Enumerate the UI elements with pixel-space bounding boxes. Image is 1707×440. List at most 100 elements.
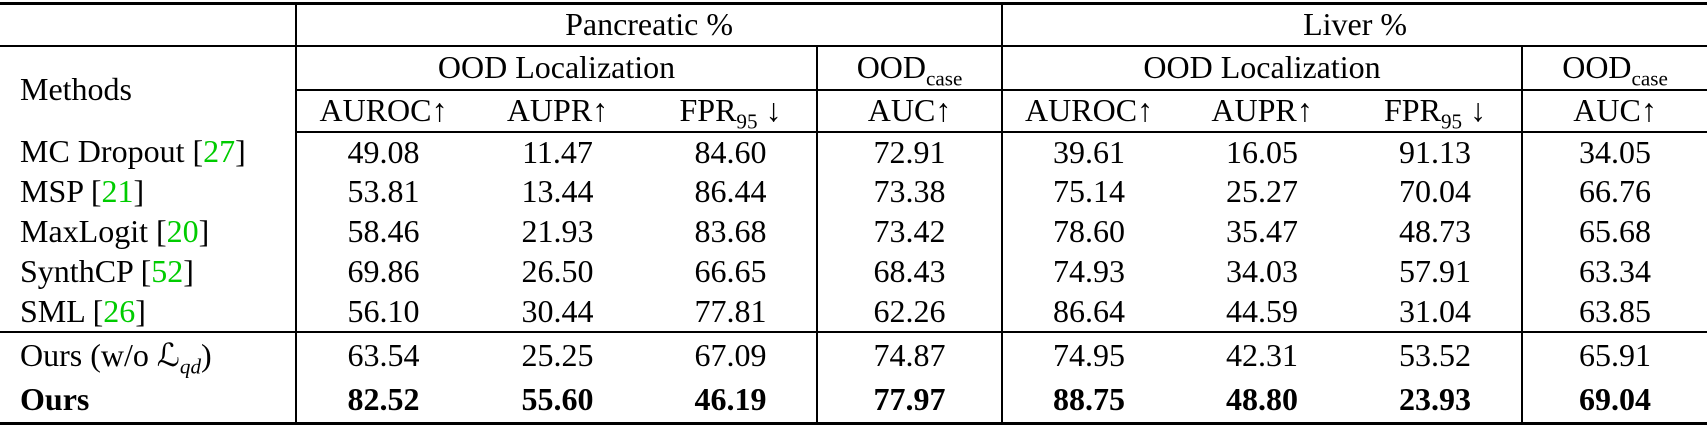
metric-value-cell: 75.14 (1053, 173, 1126, 209)
citation-bracket: ] (235, 133, 246, 169)
method-name: SynthCP (20, 253, 133, 289)
metric-header-cell: AUPR↑ (1175, 89, 1350, 133)
down-arrow-icon: ↓ (1462, 92, 1487, 128)
metric-value-cell: 53.52 (1349, 330, 1524, 378)
metric-header-cell: FPR95 ↓ (645, 89, 818, 133)
metric-value-cell: 65.68 (1579, 213, 1652, 249)
table-row: Ours 82.52 55.60 46.19 77.97 88.75 48.80 23.93 6… (0, 377, 1707, 424)
metric-value-cell: 68.43 (817, 251, 1004, 292)
metric-value-cell: 58.46 (347, 213, 420, 249)
metric-header-cell: FPR95 ↓ (1349, 89, 1524, 133)
table-row: SML [26] 56.10 30.44 77.81 62.26 86.64 44.59 31… (0, 291, 1707, 332)
metric-value-cell: 11.47 (522, 133, 593, 170)
up-arrow-icon: ↑ (1137, 92, 1154, 128)
table-row: SynthCP [52] 69.86 26.50 66.65 68.43 74.93 34.… (0, 251, 1707, 292)
method-cell: MaxLogit [20] (0, 211, 297, 252)
metric-value-cell: 70.04 (1349, 171, 1524, 212)
metric-value-cell: 88.75 (1053, 381, 1126, 418)
metric-value-cell: 67.09 (645, 330, 818, 378)
metric-value-cell: 16.05 (1226, 133, 1299, 170)
citation-number: 27 (203, 133, 236, 169)
metric-subscript: 95 (736, 109, 758, 132)
metric-value-cell: 44.59 (1226, 292, 1299, 329)
metric-value-cell: 74.93 (1053, 253, 1126, 289)
citation-bracket: ] (135, 292, 146, 329)
pancreatic-section-header: Pancreatic % (296, 3, 1004, 47)
metric-value-cell: 72.91 (817, 131, 1004, 172)
metric-value-cell: 91.13 (1349, 131, 1524, 172)
metric-value-cell: 34.05 (1579, 133, 1652, 170)
metric-value-cell: 63.34 (1579, 253, 1652, 289)
metric-value-cell: 86.44 (645, 171, 818, 212)
metric-value-cell: 73.42 (817, 211, 1004, 252)
metric-value-cell: 42.31 (1175, 330, 1350, 378)
up-arrow-icon: ↑ (431, 92, 448, 128)
metric-value-cell: 83.68 (645, 211, 818, 252)
metric-value-cell: 13.44 (521, 173, 594, 209)
citation-number: 21 (101, 173, 134, 209)
ood-case-sub: case (926, 66, 963, 90)
metric-value-cell: 74.87 (817, 330, 1004, 378)
metric-value-cell: 69.86 (347, 253, 420, 289)
method-cell: MC Dropout [27] (0, 131, 297, 172)
method-cell: Ours (0, 377, 297, 424)
ood-case-header-pancreatic: OODcase (817, 45, 1004, 91)
method-cell: Ours (w/o ℒqd) (0, 330, 297, 378)
metric-value-cell: 62.26 (817, 291, 1004, 332)
empty-corner-cell (0, 3, 297, 47)
metric-value-cell: 55.60 (521, 381, 594, 418)
metric-header-cell: AUC↑ (1522, 89, 1707, 133)
metric-value-cell: 63.54 (296, 330, 470, 378)
ood-case-sub: case (1631, 66, 1668, 90)
table-row: MSP [21] 53.81 13.44 86.44 73.38 75.14 25.27 70… (0, 171, 1707, 212)
metric-value-cell: 86.64 (1053, 292, 1126, 329)
method-name: MaxLogit (20, 213, 148, 249)
method-name: SML (20, 292, 85, 329)
metric-name: AUC (1573, 92, 1641, 128)
up-arrow-icon: ↑ (935, 92, 952, 128)
metric-value-cell: 25.27 (1226, 173, 1299, 209)
metric-value-cell: 49.08 (347, 133, 420, 170)
metric-value-cell: 23.93 (1349, 377, 1524, 424)
method-cell: SML [26] (0, 291, 297, 332)
liver-section-header: Liver % (1002, 3, 1707, 47)
citation-bracket: [ (184, 133, 204, 169)
metric-name: FPR (679, 92, 737, 128)
method-name: MC Dropout (20, 133, 185, 169)
metric-header-cell: AUPR↑ (470, 89, 645, 133)
metric-value-cell: 48.80 (1226, 381, 1299, 418)
metric-value-cell: 31.04 (1349, 291, 1524, 332)
citation-number: 52 (151, 253, 184, 289)
citation-bracket: ] (133, 173, 145, 209)
citation-bracket: [ (132, 253, 152, 289)
method-name: Ours (20, 381, 90, 418)
dataset-header-row: Pancreatic % Liver % (0, 3, 1707, 47)
citation-bracket: ] (183, 253, 194, 289)
metric-value-cell: 66.76 (1579, 173, 1652, 209)
table-row: MC Dropout [27] 49.08 11.47 84.60 72.91 39.61… (0, 131, 1707, 172)
metric-value-cell: 73.38 (817, 171, 1004, 212)
metric-value-cell: 74.95 (1002, 330, 1176, 378)
citation-bracket: [ (147, 213, 167, 249)
metric-value-cell: 57.91 (1349, 251, 1524, 292)
metric-value-cell: 48.73 (1349, 211, 1524, 252)
metric-name: AUPR (506, 92, 593, 128)
metric-value-cell: 77.97 (817, 377, 1004, 424)
metric-name: AUPR (1211, 92, 1297, 128)
up-arrow-icon: ↑ (1640, 92, 1657, 128)
loss-subscript: qd (180, 354, 201, 377)
ood-case-main: OOD (1562, 49, 1632, 85)
metric-value-cell: 25.25 (470, 330, 645, 378)
methods-column-header: Methods (0, 45, 297, 132)
metric-name: AUROC (319, 92, 432, 128)
ood-case-main: OOD (856, 49, 927, 85)
metric-value-cell: 30.44 (521, 292, 594, 329)
metric-header-cell: AUROC↑ (1002, 89, 1176, 133)
metric-subscript: 95 (1440, 109, 1463, 132)
metric-value-cell: 82.52 (347, 381, 420, 418)
method-name: MSP (20, 173, 83, 209)
loss-subscript-text: qd (179, 354, 202, 378)
metric-value-cell: 84.60 (645, 131, 818, 172)
citation-bracket: [ (82, 173, 102, 209)
metric-value-cell: 77.81 (645, 291, 818, 332)
